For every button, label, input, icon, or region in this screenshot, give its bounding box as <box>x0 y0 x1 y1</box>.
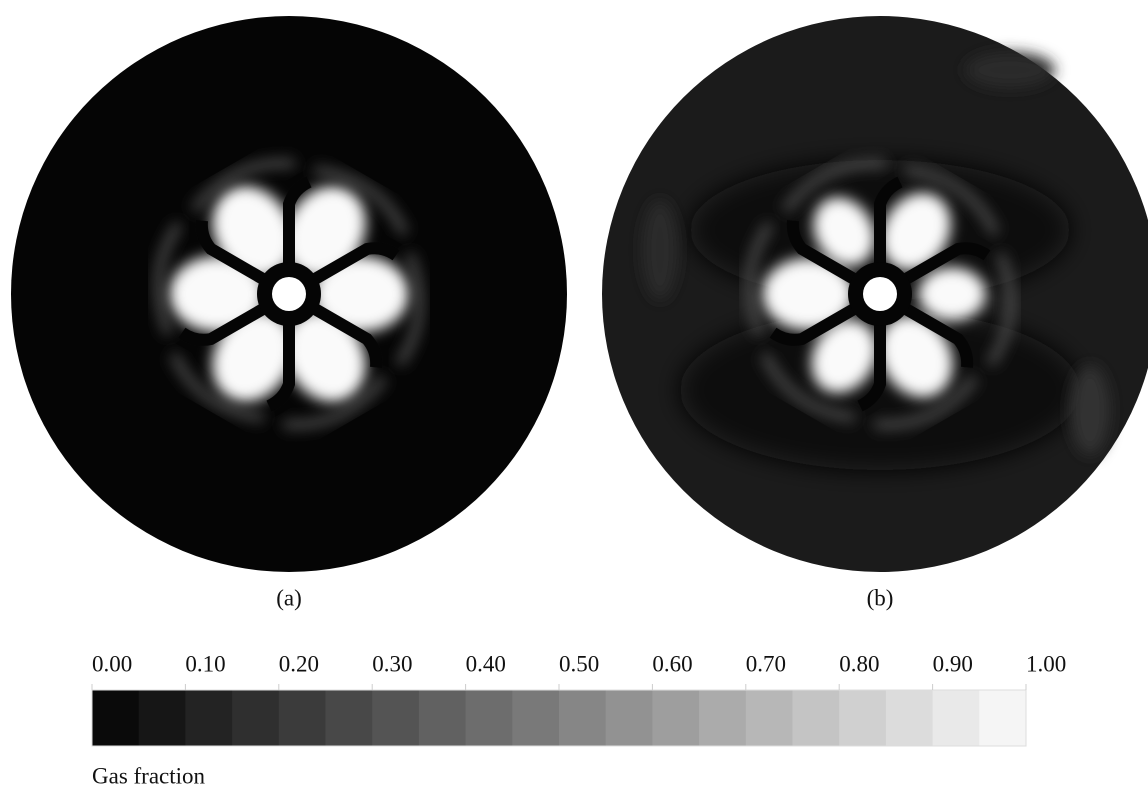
color-step <box>92 690 140 746</box>
color-step <box>232 690 280 746</box>
gas-pocket <box>762 257 854 331</box>
color-step <box>932 690 980 746</box>
gas-pocket <box>212 310 294 403</box>
blade <box>786 220 884 300</box>
tick-label: 0.20 <box>279 651 319 676</box>
gas-pocket <box>313 256 409 332</box>
shaft <box>272 277 306 311</box>
contour-disc <box>11 16 567 572</box>
gas-pocket <box>284 185 366 278</box>
blade <box>769 288 884 346</box>
gas-pocket <box>212 185 294 278</box>
tick-label: 0.50 <box>559 651 599 676</box>
blade <box>877 242 991 300</box>
shaft <box>863 277 897 311</box>
crescent <box>191 159 295 213</box>
gas-pocket <box>881 192 951 271</box>
color-step <box>185 690 233 746</box>
colorbar-title: Gas fraction <box>92 763 206 788</box>
color-step <box>512 690 560 746</box>
color-step <box>699 690 747 746</box>
crescent <box>874 375 978 429</box>
tick-label: 1.00 <box>1026 651 1066 676</box>
color-step <box>372 690 420 746</box>
panel-label: (b) <box>867 585 894 610</box>
blade <box>266 294 295 412</box>
tick-label: 0.90 <box>933 651 973 676</box>
color-step <box>792 690 840 746</box>
color-step <box>652 690 700 746</box>
color-step <box>325 690 373 746</box>
color-step <box>839 690 887 746</box>
blade <box>178 288 292 346</box>
color-step <box>559 690 607 746</box>
contour-disc <box>602 16 1148 572</box>
blade <box>877 288 974 368</box>
crescent <box>395 252 424 367</box>
color-step <box>885 690 934 746</box>
color-step <box>278 690 326 746</box>
color-step <box>465 690 513 746</box>
crescent <box>760 352 856 422</box>
tick-label: 0.80 <box>839 651 879 676</box>
color-step <box>138 690 186 746</box>
crescent <box>745 221 774 336</box>
tick-label: 0.30 <box>372 651 412 676</box>
crescent <box>283 375 387 429</box>
color-step <box>418 690 467 746</box>
tick-label: 0.00 <box>92 651 132 676</box>
crescent <box>169 352 265 422</box>
tick-label: 0.70 <box>746 651 786 676</box>
blade <box>286 288 383 368</box>
gas-pocket <box>284 310 366 403</box>
blade <box>857 294 886 412</box>
blade <box>195 220 292 300</box>
tick-label: 0.60 <box>652 651 692 676</box>
panel-label: (a) <box>276 585 302 610</box>
blade <box>874 176 903 294</box>
crescent <box>904 166 1000 236</box>
gas-pocket <box>879 315 953 398</box>
gas-pocket <box>811 319 877 393</box>
tick-label: 0.40 <box>466 651 506 676</box>
tick-label: 0.10 <box>185 651 225 676</box>
blade <box>283 176 312 294</box>
crescent <box>154 221 183 336</box>
gas-pocket <box>918 267 986 321</box>
gas-pocket <box>813 197 875 266</box>
color-step <box>979 690 1027 746</box>
crescent <box>986 252 1015 367</box>
color-step <box>745 690 793 746</box>
color-step <box>605 690 653 746</box>
gas-pocket <box>169 256 265 332</box>
crescent <box>313 166 409 236</box>
colorbar: 0.00 0.10 0.20 0.30 0.40 0.50 0.60 0.70 0.80 0.90… <box>91 651 1066 747</box>
blade <box>286 242 400 300</box>
crescent <box>782 159 886 213</box>
